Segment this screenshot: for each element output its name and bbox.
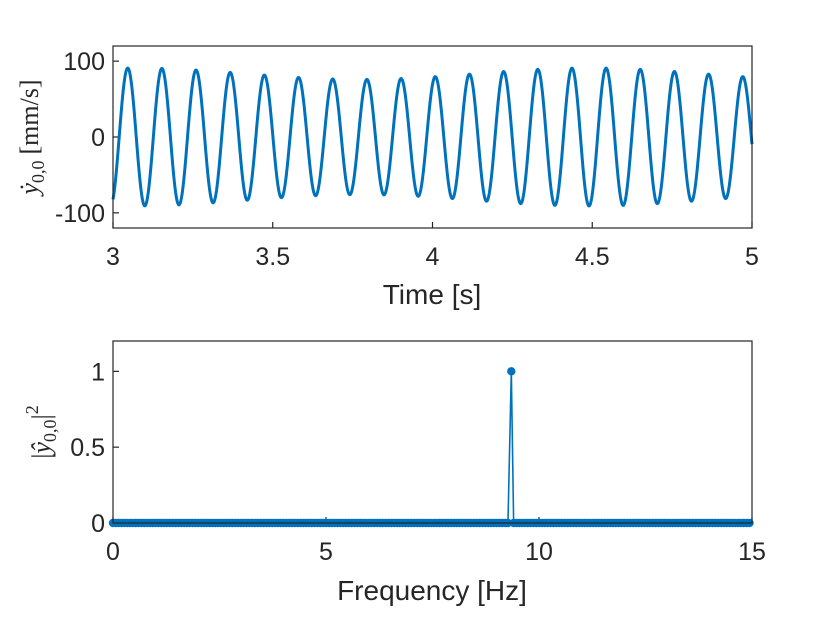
time-plot-box: [112, 45, 753, 229]
spectrum-ytick-label: 0.5: [70, 434, 105, 462]
time-plot: 3 3.5 4 4.5 5 100 0 -100 Time [s] ẏ0,0[mm/s]: [15, 45, 759, 310]
spectrum-xtick-label: 5: [319, 538, 333, 566]
time-ylabel: ẏ0,0[mm/s]: [15, 79, 48, 197]
spectrum-ylabel: |ŷ0,0|2: [22, 405, 60, 458]
spectrum-plot-area: [113, 341, 752, 523]
spectrum-xtick-label: 15: [738, 538, 766, 566]
time-ytick-label: -100: [55, 200, 105, 228]
time-xticks: 3 3.5 4 4.5 5: [106, 222, 759, 271]
time-yticks: 100 0 -100: [55, 48, 119, 228]
time-xtick-label: 3: [106, 243, 120, 271]
spectrum-plot-box: [112, 340, 753, 524]
time-xtick-label: 4.5: [575, 243, 610, 271]
time-xtick-label: 3.5: [255, 243, 290, 271]
velocity-series-line: [111, 66, 754, 208]
time-xtick-label: 4: [426, 243, 440, 271]
time-ytick-label: 0: [91, 124, 105, 152]
spectrum-peak-marker: [507, 367, 516, 376]
spectrum-ytick-label: 0: [91, 510, 105, 538]
spectrum-xlabel: Frequency [Hz]: [337, 575, 527, 606]
spectrum-plot: 0 5 10 15 10.50 Frequency [Hz] |ŷ0,0|2: [22, 340, 766, 606]
spectrum-ytick-label: 1: [91, 358, 105, 386]
time-ytick-label: 100: [63, 48, 105, 76]
spectrum-xtick-label: 10: [525, 538, 553, 566]
time-plot-area: [113, 46, 752, 228]
spectrum-xtick-label: 0: [106, 538, 120, 566]
time-xlabel: Time [s]: [383, 279, 482, 310]
time-xtick-label: 5: [745, 243, 759, 271]
spectrum-yticks: 10.50: [70, 358, 119, 538]
